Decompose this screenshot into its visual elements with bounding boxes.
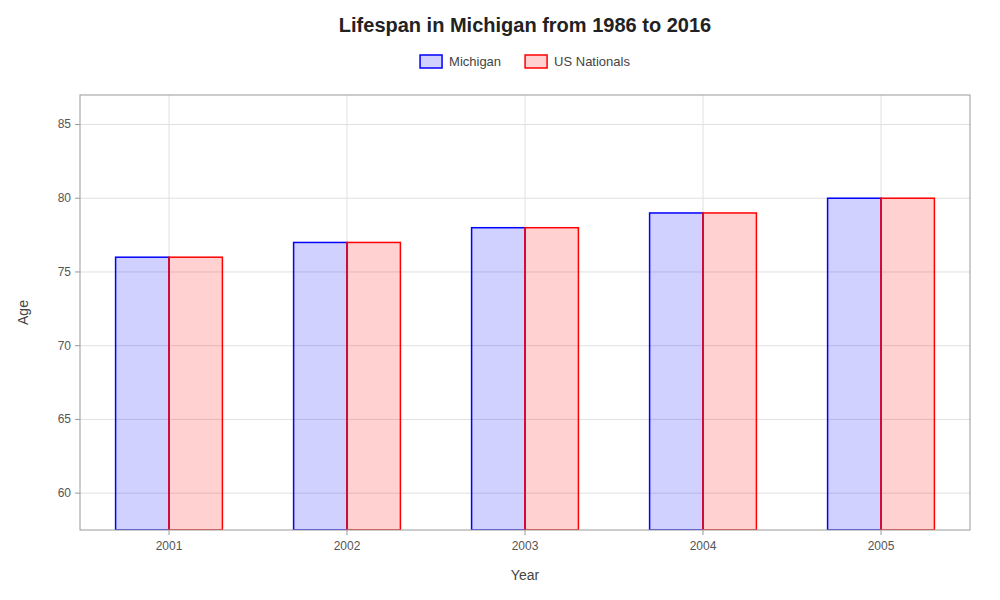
legend-label: Michigan xyxy=(449,54,501,69)
grid xyxy=(80,95,970,530)
x-tick-label: 2002 xyxy=(334,539,361,553)
chart-svg: Lifespan in Michigan from 1986 to 2016 60… xyxy=(0,0,1000,600)
bar xyxy=(116,257,169,530)
bar xyxy=(169,257,222,530)
title: Lifespan in Michigan from 1986 to 2016 xyxy=(339,14,711,36)
legend-swatch xyxy=(525,55,547,68)
y-tick-label: 70 xyxy=(58,339,72,353)
legend: Michigan US Nationals xyxy=(420,54,630,69)
x-tick xyxy=(169,530,170,535)
y-axis-label: Age xyxy=(15,300,31,325)
x-tick-label: 2001 xyxy=(156,539,183,553)
bar xyxy=(472,228,525,530)
bar xyxy=(703,213,756,530)
y-tick xyxy=(75,271,80,272)
y-tick-label: 85 xyxy=(58,117,72,131)
y-tick xyxy=(75,198,80,199)
y-tick xyxy=(75,419,80,420)
x-tick-label: 2004 xyxy=(690,539,717,553)
background xyxy=(0,0,1000,600)
x-axis-label: Year xyxy=(511,567,540,583)
y-tick-label: 60 xyxy=(58,486,72,500)
x-axis: 2001 2002 2003 2004 2005 xyxy=(156,530,895,553)
bar xyxy=(828,198,881,530)
x-tick xyxy=(525,530,526,535)
x-tick xyxy=(347,530,348,535)
bar xyxy=(294,242,347,530)
bar xyxy=(881,198,934,530)
x-tick xyxy=(703,530,704,535)
plot-frame xyxy=(80,95,970,530)
bar xyxy=(650,213,703,530)
legend-item: US Nationals xyxy=(525,54,630,69)
y-tick xyxy=(75,493,80,494)
y-tick-label: 75 xyxy=(58,265,72,279)
bar xyxy=(525,228,578,530)
bars xyxy=(116,198,935,530)
bar xyxy=(347,242,400,530)
legend-swatch xyxy=(420,55,442,68)
y-tick xyxy=(75,124,80,125)
chart-container: Lifespan in Michigan from 1986 to 2016 60… xyxy=(0,0,1000,600)
legend-item: Michigan xyxy=(420,54,501,69)
y-tick-label: 65 xyxy=(58,412,72,426)
x-tick-label: 2003 xyxy=(512,539,539,553)
x-tick-label: 2005 xyxy=(868,539,895,553)
y-axis: 60 65 70 75 80 85 xyxy=(58,117,80,500)
legend-label: US Nationals xyxy=(554,54,630,69)
x-tick xyxy=(881,530,882,535)
y-tick-label: 80 xyxy=(58,191,72,205)
y-tick xyxy=(75,345,80,346)
